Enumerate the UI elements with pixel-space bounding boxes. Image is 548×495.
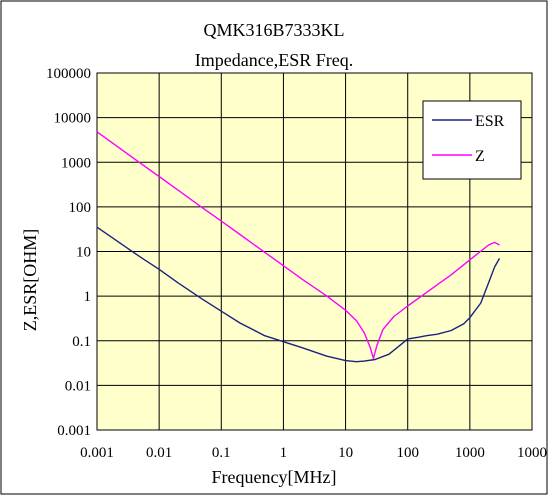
x-tick-label: 0.1 [212, 445, 231, 461]
y-tick-label: 1 [84, 289, 92, 305]
x-tick-label: 0.01 [146, 445, 172, 461]
legend: ESR Z [422, 100, 522, 180]
chart-subtitle: Impedance,ESR Freq. [195, 50, 353, 70]
chart-title: QMK316B7333KL [203, 20, 344, 40]
x-tick-label: 1000 [517, 445, 547, 461]
x-axis-label: Frequency[MHz] [212, 467, 337, 487]
x-tick-label: 100 [396, 445, 419, 461]
series-line-esr [96, 226, 501, 363]
y-tick-label: 100000 [46, 66, 91, 82]
legend-box [422, 100, 522, 180]
y-axis-label: Z,ESR[OHM] [20, 229, 40, 332]
y-tick-label: 10000 [54, 111, 92, 127]
y-tick-label: 1000 [61, 155, 91, 171]
y-tick-label: 0.001 [57, 423, 91, 439]
y-tick-label: 0.1 [72, 334, 91, 350]
x-tick-label: 10 [338, 445, 353, 461]
legend-label-z: Z [475, 148, 485, 165]
y-tick-label: 10 [76, 245, 91, 261]
x-tick-label: 0.001 [80, 445, 114, 461]
series-lines [96, 131, 501, 363]
y-tick-label: 0.01 [65, 378, 91, 394]
x-tick-label: 1000 [455, 445, 485, 461]
y-tick-labels: 0.001 0.01 0.1 1 10 100 1000 10000 100000 [46, 66, 91, 439]
x-tick-label: 1 [280, 445, 288, 461]
series-line-z [96, 131, 500, 360]
x-tick-labels: 0.001 0.01 0.1 1 10 100 1000 1000 [80, 445, 547, 461]
y-tick-label: 100 [69, 200, 92, 216]
legend-label-esr: ESR [475, 113, 505, 130]
